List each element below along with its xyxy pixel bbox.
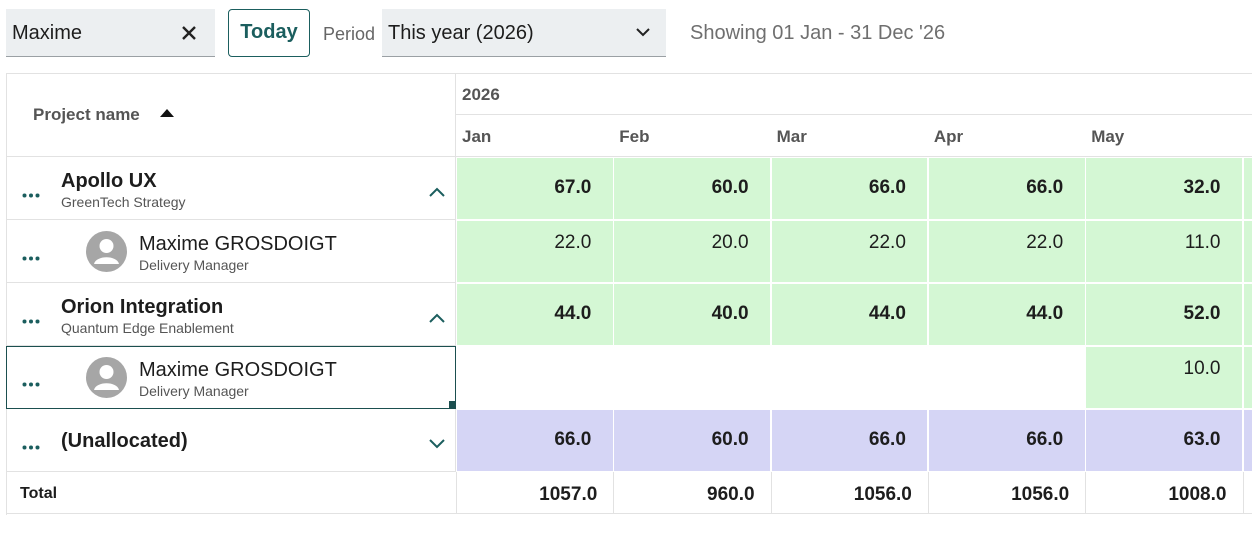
value: 66.0: [772, 429, 906, 451]
avatar-graphic: [86, 357, 127, 398]
total-value: 1008.0: [1086, 484, 1226, 506]
value: 44.0: [457, 303, 591, 325]
person-name: Maxime GROSDOIGT: [139, 359, 337, 382]
person-name: Maxime GROSDOIGT: [139, 233, 337, 256]
expand-toggle-graphic: [429, 187, 445, 197]
total-divider: [1243, 472, 1244, 514]
row-menu[interactable]: [22, 437, 40, 455]
value-cell: [772, 347, 928, 408]
client-name: Quantum Edge Enablement: [61, 320, 234, 336]
sort-icon[interactable]: [160, 104, 174, 122]
year-label: 2026: [462, 85, 500, 105]
value: 22.0: [929, 232, 1063, 254]
value: 63.0: [1086, 429, 1220, 451]
person-role: Delivery Manager: [139, 257, 249, 273]
value: 60.0: [614, 429, 748, 451]
project-name: Orion Integration: [61, 296, 223, 319]
row-menu-graphic: [22, 319, 40, 324]
row-menu[interactable]: [22, 311, 40, 329]
avatar: [86, 357, 127, 403]
value: 66.0: [457, 429, 591, 451]
selection-handle: [449, 401, 456, 408]
value-cell: [457, 347, 613, 408]
expand-toggle[interactable]: [429, 184, 445, 202]
month-label: Feb: [619, 127, 649, 147]
row-menu-graphic: [22, 256, 40, 261]
value: 22.0: [457, 232, 591, 254]
month-label: Apr: [934, 127, 963, 147]
client-name: GreenTech Strategy: [61, 194, 186, 210]
unallocated-name: (Unallocated): [61, 430, 188, 453]
month-row: [456, 115, 1252, 157]
value: 22.0: [772, 232, 906, 254]
month-label: Jan: [462, 127, 491, 147]
value: 44.0: [929, 303, 1063, 325]
value: 66.0: [929, 429, 1063, 451]
row-menu-graphic: [22, 193, 40, 198]
value: 60.0: [614, 177, 748, 199]
total-value: 1057.0: [457, 484, 597, 506]
expand-toggle[interactable]: [429, 310, 445, 328]
value: 66.0: [929, 177, 1063, 199]
value: 40.0: [614, 303, 748, 325]
value-cell-next: [1244, 347, 1252, 408]
value-cell-next: [1244, 221, 1252, 282]
row-menu[interactable]: [22, 248, 40, 266]
avatar-graphic: [86, 231, 127, 272]
person-role: Delivery Manager: [139, 383, 249, 399]
total-label: Total: [20, 485, 57, 503]
month-label: May: [1091, 127, 1124, 147]
avatar: [86, 231, 127, 277]
total-value: 1056.0: [929, 484, 1069, 506]
row-menu[interactable]: [22, 185, 40, 203]
value: 52.0: [1086, 303, 1220, 325]
row-menu[interactable]: [22, 374, 40, 392]
total-value: 1056.0: [772, 484, 912, 506]
year-cell: [456, 73, 1252, 115]
value: 66.0: [772, 177, 906, 199]
expand-toggle-graphic: [429, 313, 445, 323]
value: 20.0: [614, 232, 748, 254]
value-cell-next: [1244, 410, 1252, 471]
value: 32.0: [1086, 177, 1220, 199]
expand-toggle-graphic: [429, 439, 445, 449]
value-cell-next: [1244, 158, 1252, 219]
value: 10.0: [1086, 358, 1220, 380]
expand-toggle[interactable]: [429, 436, 445, 454]
column-header: Project name: [33, 105, 140, 125]
row-menu-graphic: [22, 445, 40, 450]
sort-icon-graphic: [160, 108, 174, 117]
value: 11.0: [1086, 232, 1220, 254]
total-value: 960.0: [614, 484, 754, 506]
row-menu-graphic: [22, 382, 40, 387]
value-cell: [929, 347, 1085, 408]
value: 67.0: [457, 177, 591, 199]
project-name: Apollo UX: [61, 170, 157, 193]
value: 44.0: [772, 303, 906, 325]
value-cell-next: [1244, 284, 1252, 345]
month-label: Mar: [777, 127, 807, 147]
value-cell: [614, 347, 770, 408]
